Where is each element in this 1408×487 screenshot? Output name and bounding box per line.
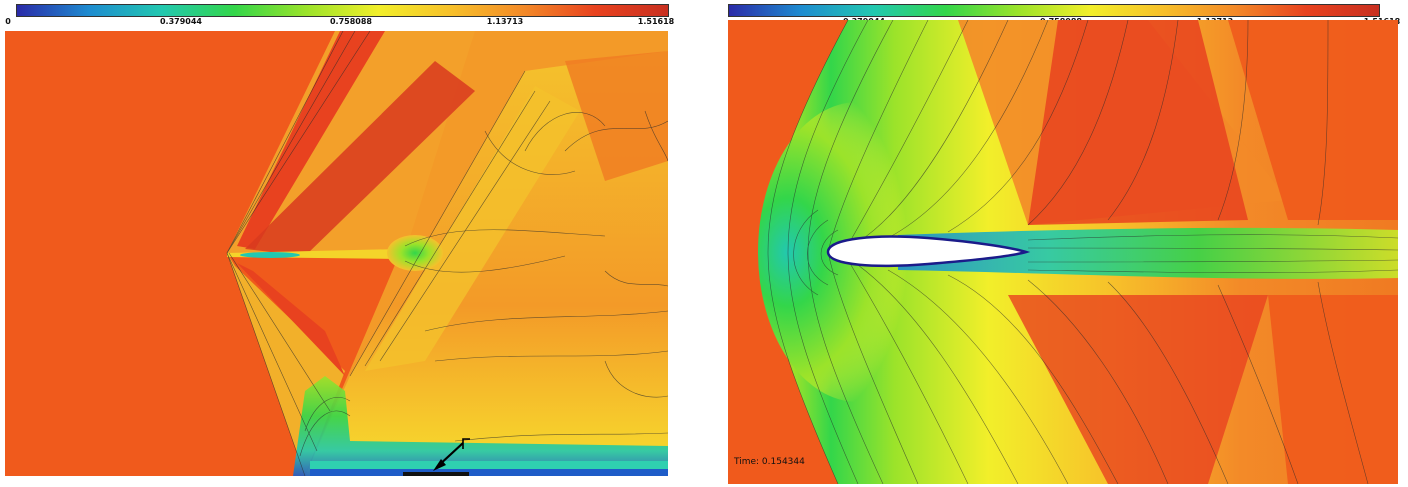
flow-arrow-marker <box>403 438 470 476</box>
lower-red-band <box>1008 295 1268 484</box>
left-tick-3: 1.13713 <box>486 17 524 26</box>
upper-red-band <box>1028 20 1248 225</box>
left-tick-4: 1.51618 <box>637 17 675 26</box>
time-label: Time: 0.154344 <box>734 457 805 467</box>
right-contour-plot <box>728 20 1398 484</box>
left-tick-2: 0.758088 <box>329 17 373 26</box>
reflected-shock-region <box>305 51 668 476</box>
wall-boundary <box>310 469 668 476</box>
left-contour-plot <box>5 31 668 476</box>
left-tick-0: 0 <box>5 17 11 26</box>
wake-region <box>898 227 1398 279</box>
left-tick-1: 0.379044 <box>159 17 203 26</box>
contour-lines <box>226 31 668 476</box>
right-figure: 0.379044 0.758088 1.13713 1.51618 <box>712 0 1408 487</box>
left-figure: 0 0.379044 0.758088 1.13713 1.51618 <box>0 0 680 487</box>
boundary-layer-bubble <box>293 376 668 476</box>
lower-expansion-fan <box>237 263 345 376</box>
airfoil-shape <box>826 235 1031 268</box>
contour-lines <box>767 20 1398 484</box>
left-colorbar <box>16 4 669 17</box>
upper-expansion-fan <box>237 31 385 249</box>
right-colorbar <box>728 4 1380 17</box>
